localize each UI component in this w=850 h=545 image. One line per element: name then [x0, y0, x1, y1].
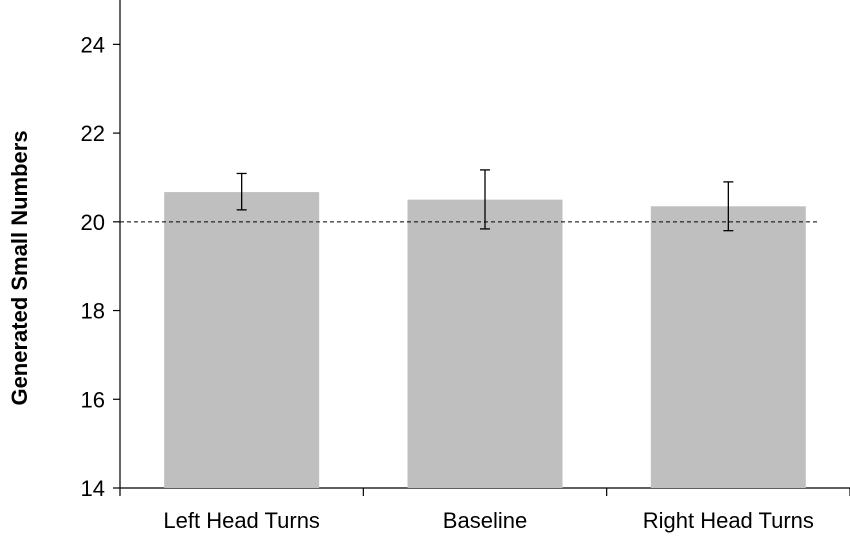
- chart-labels: 14 16 18 20 22 24 Left Head Turns Baseline Right…: [81, 32, 814, 533]
- bar-2: [650, 206, 806, 489]
- x-category-label-0: Left Head Turns: [163, 508, 320, 533]
- y-axis-title: Generated Small Numbers: [7, 130, 32, 405]
- y-tick-label-24: 24: [81, 32, 105, 57]
- y-tick-label-18: 18: [81, 299, 105, 324]
- y-tick-label-22: 22: [81, 121, 105, 146]
- bar-1: [407, 199, 563, 489]
- y-tick-label-16: 16: [81, 387, 105, 412]
- chart-error-bars: [236, 169, 734, 232]
- x-category-label-1: Baseline: [443, 508, 527, 533]
- x-category-label-2: Right Head Turns: [643, 508, 814, 533]
- y-tick-label-14: 14: [81, 476, 105, 501]
- bar-0: [164, 192, 320, 488]
- y-tick-label-20: 20: [81, 210, 105, 235]
- chart-bars: [164, 192, 806, 489]
